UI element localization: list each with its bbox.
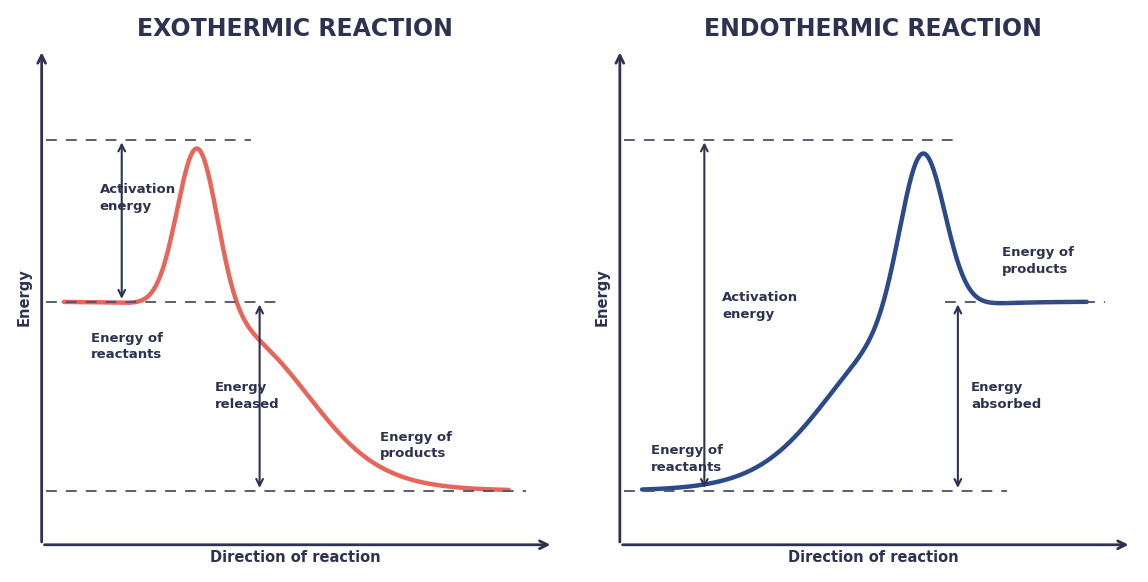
Text: Energy of
reactants: Energy of reactants xyxy=(91,332,163,361)
X-axis label: Direction of reaction: Direction of reaction xyxy=(210,551,380,565)
Y-axis label: Energy: Energy xyxy=(17,268,32,326)
Title: EXOTHERMIC REACTION: EXOTHERMIC REACTION xyxy=(138,17,453,41)
Text: Energy of
reactants: Energy of reactants xyxy=(651,445,723,474)
Text: Activation
energy: Activation energy xyxy=(100,183,176,213)
Text: Energy
absorbed: Energy absorbed xyxy=(971,381,1041,411)
Title: ENDOTHERMIC REACTION: ENDOTHERMIC REACTION xyxy=(705,17,1042,41)
X-axis label: Direction of reaction: Direction of reaction xyxy=(788,551,959,565)
Text: Energy
released: Energy released xyxy=(215,381,280,411)
Text: Energy of
products: Energy of products xyxy=(1002,246,1075,276)
Text: Activation
energy: Activation energy xyxy=(722,292,798,321)
Y-axis label: Energy: Energy xyxy=(595,268,610,326)
Text: Energy of
products: Energy of products xyxy=(380,431,451,460)
